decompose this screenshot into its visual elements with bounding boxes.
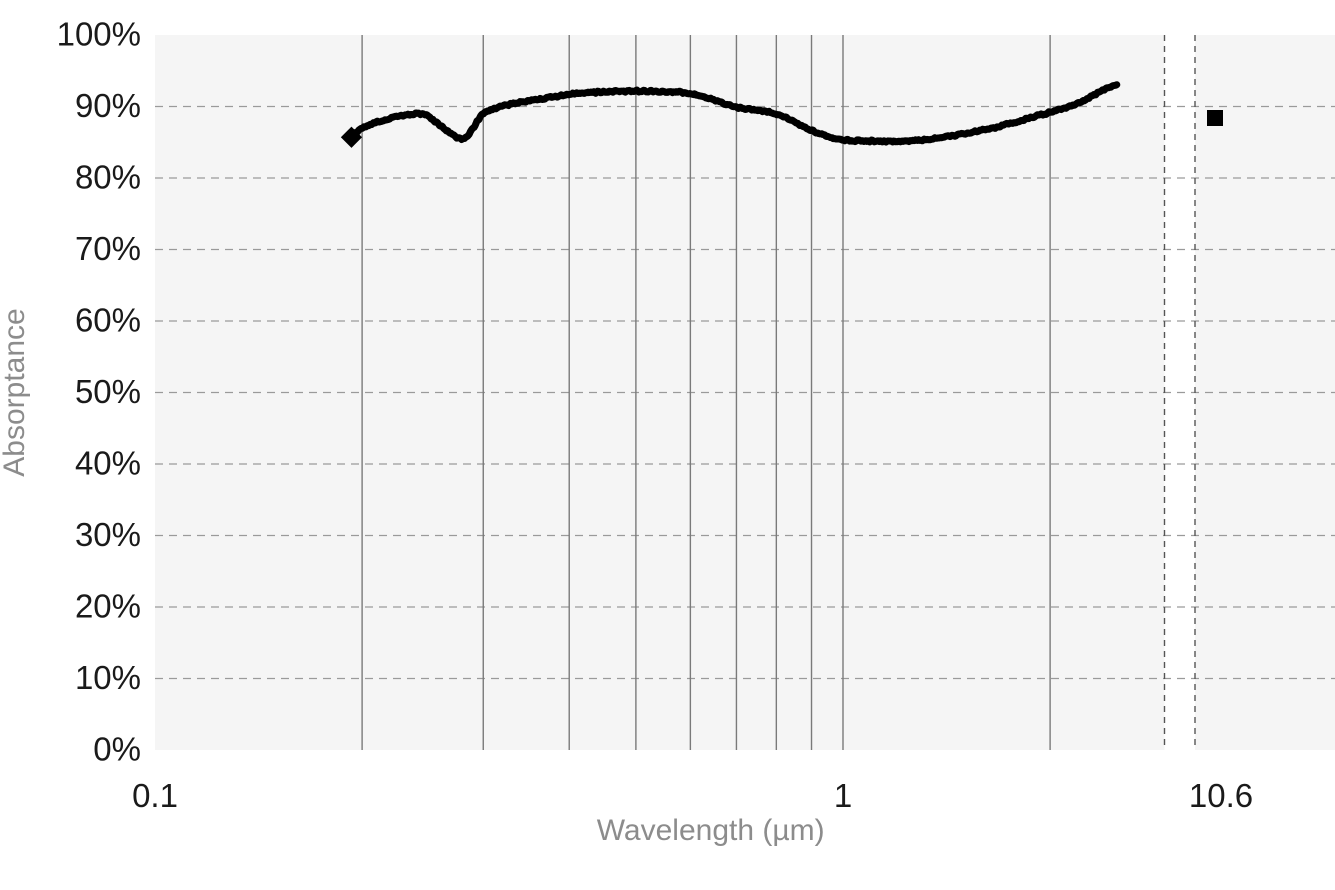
svg-text:50%: 50% (75, 373, 141, 410)
svg-text:40%: 40% (75, 445, 141, 482)
svg-text:80%: 80% (75, 159, 141, 196)
svg-text:90%: 90% (75, 87, 141, 124)
svg-text:1: 1 (834, 777, 852, 814)
svg-text:60%: 60% (75, 302, 141, 339)
svg-text:10%: 10% (75, 659, 141, 696)
svg-text:30%: 30% (75, 516, 141, 553)
svg-text:Wavelength (µm): Wavelength (µm) (597, 814, 825, 847)
svg-text:10.6: 10.6 (1189, 777, 1253, 814)
svg-text:100%: 100% (57, 16, 141, 53)
svg-text:0%: 0% (93, 731, 141, 768)
svg-text:Absorptance: Absorptance (0, 308, 31, 476)
svg-text:0.1: 0.1 (132, 777, 178, 814)
svg-text:70%: 70% (75, 230, 141, 267)
svg-text:20%: 20% (75, 588, 141, 625)
